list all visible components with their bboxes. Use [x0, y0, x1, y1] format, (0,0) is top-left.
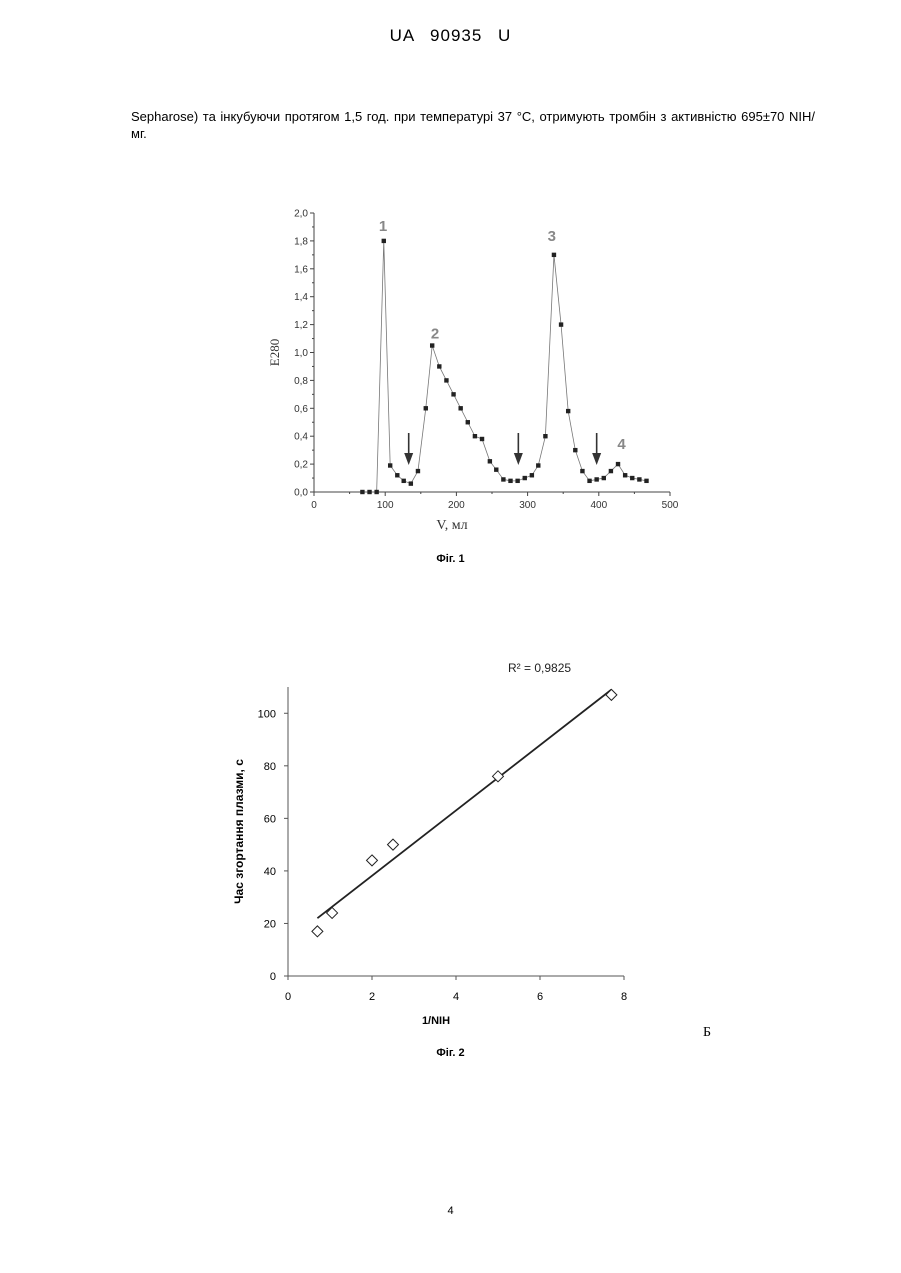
y-tick-label: 100: [258, 708, 276, 720]
y-tick-label: 0: [270, 971, 276, 983]
figure-2-chart: 0 20 40 60 80 100 0 2 4 6 8 1/NIH Час згортання пла…: [0, 0, 901, 1060]
data-point: [388, 839, 399, 850]
y-axis-label: Час згортання плазми, с: [232, 759, 246, 904]
x-tick-label: 6: [537, 991, 543, 1003]
y-tick-label: 20: [264, 918, 276, 930]
page-number: 4: [0, 1205, 901, 1217]
side-letter: Б: [703, 1025, 711, 1041]
y-tick-label: 40: [264, 866, 276, 878]
x-tick-label: 2: [369, 991, 375, 1003]
data-point: [367, 855, 378, 866]
y-tick-label: 80: [264, 761, 276, 773]
x-tick-label: 8: [621, 991, 627, 1003]
y-tick-label: 60: [264, 813, 276, 825]
data-point: [312, 926, 323, 937]
trend-line: [317, 690, 611, 919]
r-squared-label: R² = 0,9825: [508, 661, 571, 675]
x-tick-label: 0: [285, 991, 291, 1003]
x-tick-label: 4: [453, 991, 459, 1003]
figure-2-caption: Фіг. 2: [0, 1047, 901, 1059]
x-axis-label: 1/NIH: [422, 1015, 450, 1027]
data-point: [606, 689, 617, 700]
